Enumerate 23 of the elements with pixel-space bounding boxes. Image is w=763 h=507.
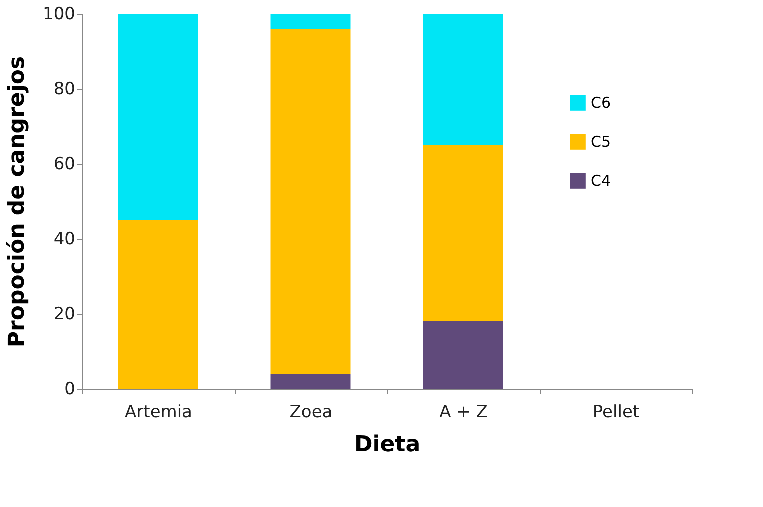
bar: [270, 14, 351, 29]
y-tick-label: 80: [54, 80, 76, 100]
bar: [118, 14, 198, 220]
y-tick-label: 0: [64, 380, 76, 400]
x-tick-label: Pellet: [592, 402, 640, 422]
x-tick-label: Artemia: [125, 402, 192, 422]
y-axis-title: Propoción de cangrejos: [5, 56, 30, 348]
x-axis-title: Dieta: [354, 432, 421, 458]
bar: [270, 29, 351, 374]
legend-label: C4: [591, 172, 612, 190]
y-tick-label: 20: [54, 304, 76, 324]
x-tick-label: Zoea: [290, 402, 333, 422]
bar: [423, 145, 504, 322]
y-tick-label: 60: [54, 154, 76, 174]
bar: [423, 14, 504, 146]
legend-label: C5: [591, 133, 612, 151]
y-tick-label: 40: [54, 230, 76, 250]
legend-label: C6: [591, 94, 612, 112]
y-tick-label: 100: [43, 4, 76, 24]
bar: [270, 374, 351, 389]
bar: [423, 322, 504, 389]
bar: [118, 220, 198, 389]
x-tick-label: A + Z: [440, 402, 488, 422]
